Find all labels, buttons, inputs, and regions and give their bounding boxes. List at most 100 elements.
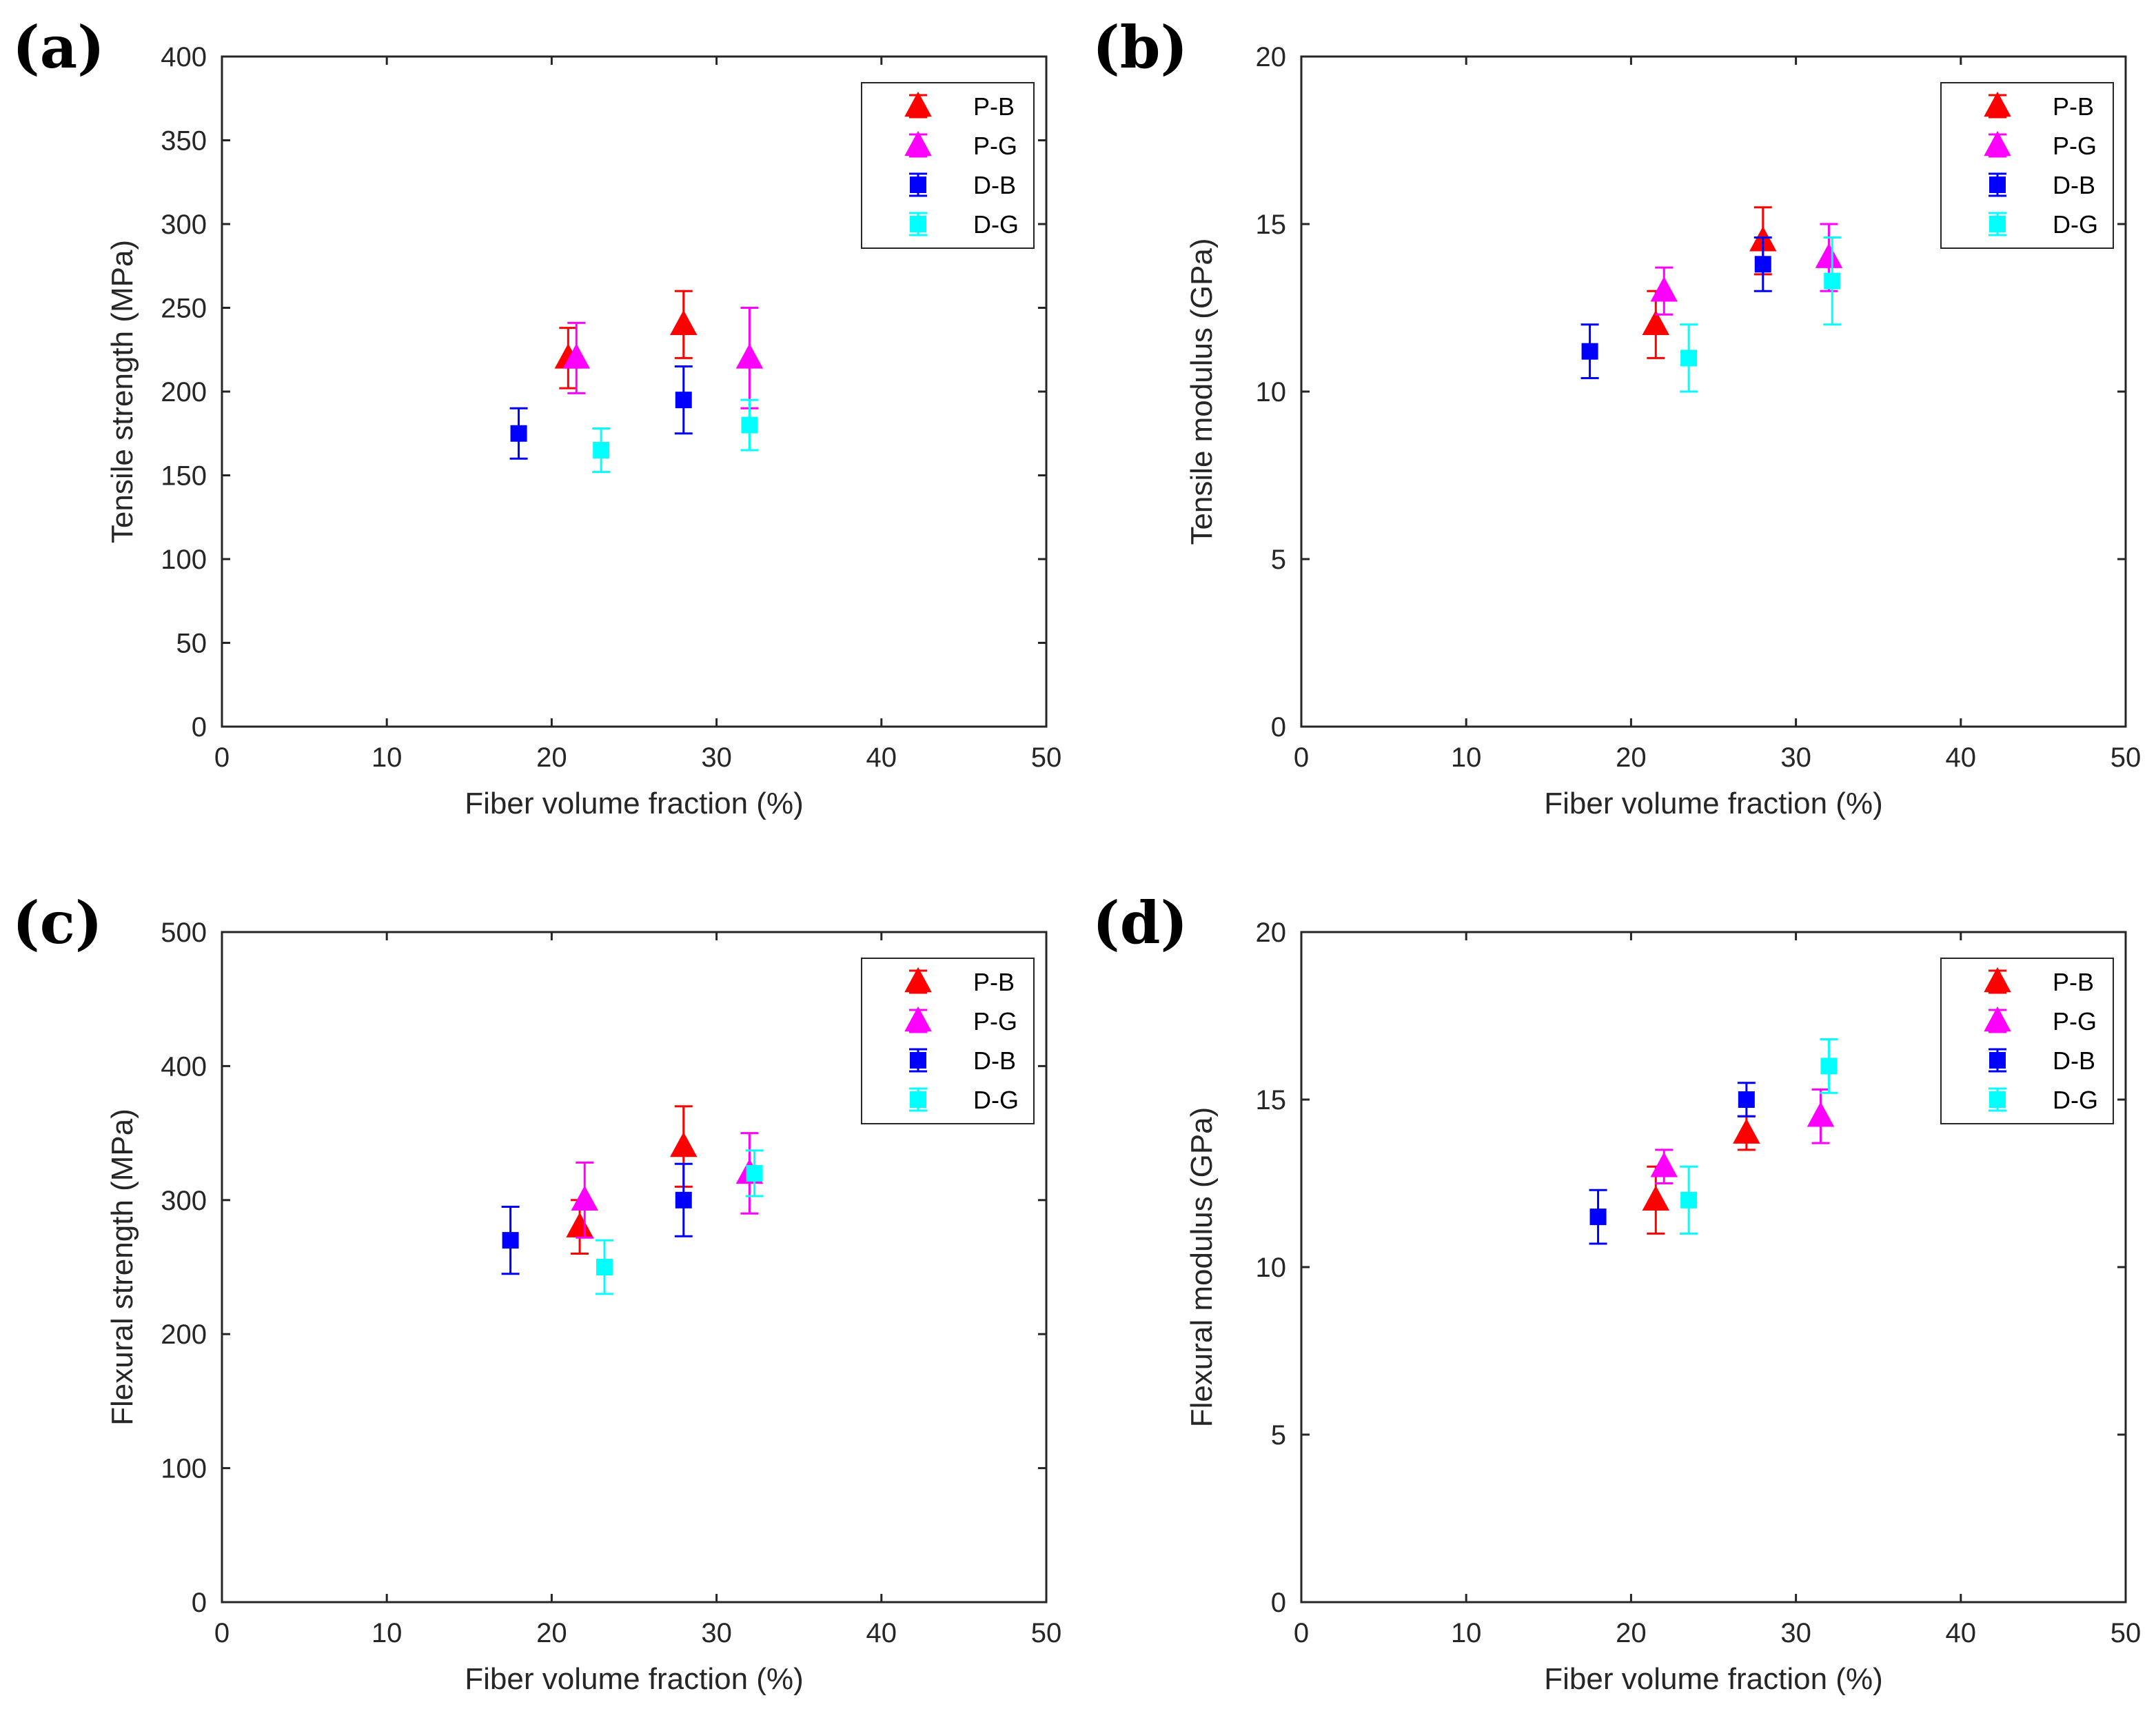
legend-label: P-B: [2053, 968, 2094, 996]
panel-label: (d): [1092, 889, 1188, 957]
data-point-D-G: [1680, 350, 1698, 367]
panel-label: (a): [12, 13, 105, 81]
data-point-D-G: [741, 416, 758, 434]
data-point-D-G: [746, 1164, 763, 1182]
legend-box: [861, 958, 1035, 1124]
y-tick-label: 300: [161, 1186, 207, 1216]
y-tick-label: 0: [1271, 1588, 1286, 1618]
legend-label: P-B: [973, 968, 1015, 996]
y-tick-label: 400: [161, 1051, 207, 1082]
x-tick-label: 50: [2111, 742, 2142, 773]
legend-label: D-B: [973, 1046, 1016, 1075]
data-point-P-B: [670, 310, 698, 336]
x-axis-label: Fiber volume fraction (%): [1544, 1662, 1882, 1696]
y-tick-label: 5: [1271, 1420, 1286, 1450]
legend-marker-D-G: [910, 1091, 926, 1108]
x-tick-label: 10: [372, 1618, 403, 1648]
y-tick-label: 5: [1271, 545, 1286, 575]
y-tick-label: 500: [161, 918, 207, 948]
legend-box: [861, 82, 1035, 249]
legend-marker-P-B: [1984, 967, 2011, 993]
data-point-P-B: [1642, 1185, 1670, 1211]
data-point-P-G: [1650, 1152, 1678, 1177]
legend-label: D-B: [2053, 171, 2095, 199]
y-tick-label: 10: [1256, 1253, 1287, 1283]
legend-label: D-G: [973, 1086, 1019, 1114]
x-tick-label: 30: [1780, 742, 1811, 773]
x-tick-label: 40: [866, 1618, 897, 1648]
legend-marker-D-B: [1989, 176, 2006, 193]
data-point-D-B: [1581, 343, 1598, 360]
legend-marker-D-G: [910, 216, 926, 232]
y-tick-label: 10: [1256, 377, 1287, 407]
x-tick-label: 20: [536, 1618, 567, 1648]
data-point-P-B: [1642, 310, 1670, 336]
panel-label: (b): [1092, 13, 1188, 81]
y-tick-label: 100: [161, 1454, 207, 1484]
chart-panel-1: (b) 0 10 20 30 40 50 0 5 10 15 20 Fiber volume fract…: [1092, 13, 2141, 820]
data-point-D-G: [1820, 1058, 1838, 1075]
data-point-D-B: [675, 1191, 692, 1209]
x-tick-label: 10: [372, 742, 403, 773]
legend-label: P-G: [973, 1007, 1017, 1035]
legend-marker-P-G: [904, 130, 932, 156]
legend-marker-P-G: [1984, 1006, 2011, 1032]
y-axis-label: Tensile strength (MPa): [105, 240, 139, 543]
legend-marker-D-G: [1989, 1091, 2006, 1108]
data-point-D-B: [510, 425, 527, 442]
data-point-D-B: [675, 392, 692, 409]
legend-label: D-G: [2053, 210, 2098, 239]
x-tick-label: 50: [2111, 1618, 2142, 1648]
data-point-P-B: [670, 1131, 698, 1157]
y-tick-label: 15: [1256, 1085, 1287, 1115]
y-tick-label: 200: [161, 1319, 207, 1350]
legend-box: [1940, 958, 2114, 1124]
x-tick-label: 50: [1031, 1618, 1062, 1648]
x-tick-label: 20: [1616, 742, 1647, 773]
legend-label: P-G: [973, 132, 1017, 160]
x-tick-label: 10: [1451, 1618, 1482, 1648]
y-tick-label: 200: [161, 377, 207, 407]
legend-marker-D-G: [1989, 216, 2006, 232]
data-point-D-G: [1680, 1191, 1698, 1209]
data-point-P-G: [571, 1185, 598, 1211]
legend-box: [1940, 82, 2114, 249]
legend-marker-P-G: [904, 1006, 932, 1032]
x-tick-label: 30: [701, 742, 732, 773]
y-axis-label: Tensile modulus (GPa): [1185, 238, 1219, 545]
data-point-D-G: [593, 442, 610, 459]
legend-label: D-G: [973, 210, 1019, 239]
legend-label: P-G: [2053, 1007, 2097, 1035]
data-point-D-G: [1824, 272, 1841, 290]
data-point-D-B: [502, 1232, 519, 1249]
data-point-P-G: [562, 343, 591, 369]
panel-label: (c): [12, 889, 103, 957]
x-axis-label: Fiber volume fraction (%): [465, 1662, 803, 1696]
legend: P-B P-G D-B D-G: [861, 82, 1035, 249]
chart-panel-0: (a) 0 10 20 30 40 50 0 50 100 150 200 250 300 350 400 Fi…: [12, 13, 1061, 820]
chart-panel-3: (d) 0 10 20 30 40 50 0 5 10 15 20 Fiber volume fract…: [1092, 889, 2141, 1696]
legend-label: P-B: [973, 92, 1015, 121]
x-tick-label: 50: [1031, 742, 1062, 773]
x-tick-label: 40: [866, 742, 897, 773]
y-tick-label: 20: [1256, 42, 1287, 72]
data-point-P-B: [566, 1212, 593, 1237]
x-tick-label: 30: [701, 1618, 732, 1648]
legend-label: D-B: [2053, 1046, 2095, 1075]
legend-label: P-B: [2053, 92, 2094, 121]
data-point-P-B: [1733, 1118, 1760, 1144]
data-point-P-G: [1815, 243, 1843, 268]
x-tick-label: 0: [1294, 742, 1309, 773]
y-axis-label: Flexural strength (MPa): [105, 1109, 139, 1426]
y-tick-label: 250: [161, 294, 207, 324]
x-tick-label: 40: [1946, 1618, 1977, 1648]
x-tick-label: 0: [214, 742, 230, 773]
x-tick-label: 20: [536, 742, 567, 773]
data-point-D-B: [1754, 256, 1771, 273]
y-tick-label: 50: [176, 629, 207, 659]
y-tick-label: 0: [192, 712, 207, 742]
data-point-D-B: [1589, 1209, 1607, 1226]
legend-marker-D-B: [910, 1052, 926, 1069]
